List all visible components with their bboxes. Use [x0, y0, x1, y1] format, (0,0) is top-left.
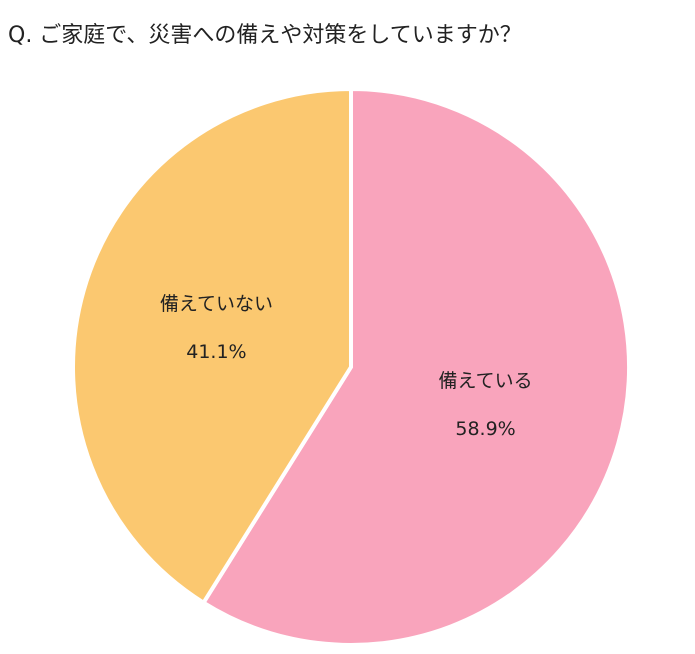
pie-slice [71, 87, 353, 605]
value-label: 41.1% [186, 341, 246, 363]
value-label: 58.9% [455, 418, 515, 440]
slice-label: 備えている [439, 370, 533, 392]
chart-title: Q. ご家庭で、災害への備えや対策をしていますか？ [8, 23, 522, 48]
slice-label: 備えていない [160, 293, 273, 315]
pie-slice [201, 87, 631, 647]
